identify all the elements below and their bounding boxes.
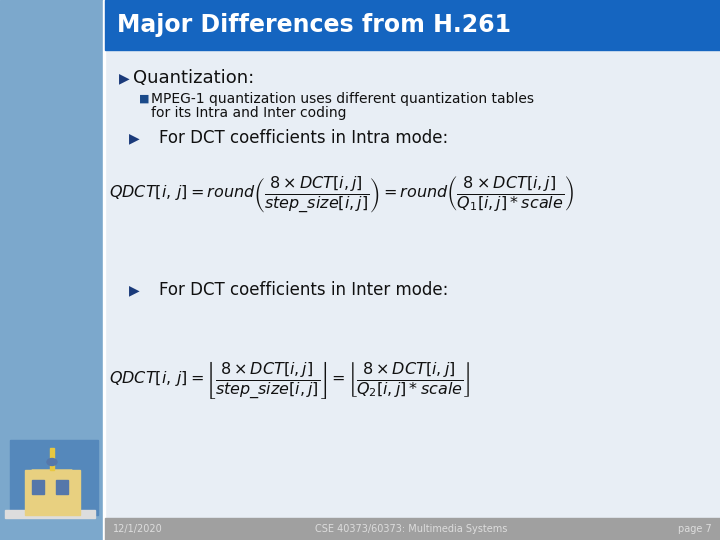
Text: $QDCT[i,\,j]=round\left(\dfrac{8\times DCT[i,j]}{step\_size[i,j]}\right)=round\l: $QDCT[i,\,j]=round\left(\dfrac{8\times D…: [109, 175, 574, 215]
Text: For DCT coefficients in Inter mode:: For DCT coefficients in Inter mode:: [159, 281, 449, 299]
Text: ▶: ▶: [129, 131, 140, 145]
Ellipse shape: [47, 458, 57, 465]
Text: For DCT coefficients in Intra mode:: For DCT coefficients in Intra mode:: [159, 129, 449, 147]
Bar: [0, 0, 103, 540]
Text: $QDCT[i,\,j]=\left\lfloor\dfrac{8\times DCT[i,j]}{step\_size[i,j]}\right\rfloor=: $QDCT[i,\,j]=\left\lfloor\dfrac{8\times …: [109, 359, 470, 401]
Bar: [50, 448, 54, 470]
Text: ▶: ▶: [119, 71, 130, 85]
Text: Quantization:: Quantization:: [133, 69, 254, 87]
Bar: [103, 0, 105, 540]
Text: for its Intra and Inter coding: for its Intra and Inter coding: [151, 106, 346, 120]
Text: CSE 40373/60373: Multimedia Systems: CSE 40373/60373: Multimedia Systems: [315, 524, 508, 534]
Bar: [5, 510, 95, 518]
Bar: [10, 440, 98, 515]
Text: Major Differences from H.261: Major Differences from H.261: [117, 13, 511, 37]
Text: page 7: page 7: [678, 524, 712, 534]
Bar: [25, 470, 80, 515]
Bar: [105, 518, 720, 540]
Text: ▶: ▶: [129, 283, 140, 297]
Text: ■: ■: [139, 94, 150, 104]
Text: MPEG-1 quantization uses different quantization tables: MPEG-1 quantization uses different quant…: [151, 92, 534, 106]
Text: 12/1/2020: 12/1/2020: [113, 524, 163, 534]
Bar: [32, 480, 44, 494]
Bar: [105, 0, 720, 50]
Bar: [105, 50, 720, 518]
Bar: [56, 480, 68, 494]
Wedge shape: [32, 470, 72, 490]
